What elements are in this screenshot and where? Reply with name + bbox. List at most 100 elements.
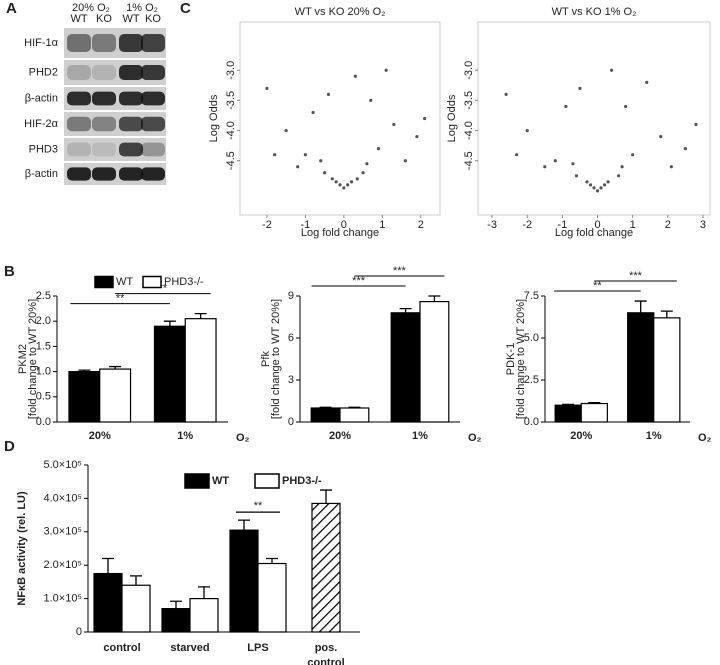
point: [574, 174, 579, 178]
x-unit: O₂: [468, 432, 482, 444]
y-tick-label: -4.0: [463, 121, 475, 140]
point: [571, 162, 575, 166]
plot-frame: [477, 21, 711, 216]
blot-band: [67, 167, 91, 181]
lane-label: WT: [122, 13, 139, 25]
x-tick-label: -3: [487, 219, 497, 231]
bar: [184, 318, 217, 423]
blot-band: [67, 34, 91, 52]
blot-row-label: β-actin: [25, 92, 58, 104]
lane-label: WT: [70, 13, 87, 25]
blot-row-label: β-actin: [25, 168, 58, 180]
point: [578, 86, 582, 90]
error-bar: [588, 402, 601, 404]
blot-band: [119, 142, 143, 157]
chart-title: WT vs KO 20% O₂: [295, 6, 386, 18]
blot-band: [119, 116, 143, 132]
y-axis-label: NFκB activity (rel. LU): [16, 491, 28, 606]
x-tick-label: -2: [522, 219, 532, 231]
x-tick-label: starved: [170, 642, 209, 654]
bar: [390, 312, 421, 423]
point: [620, 165, 624, 169]
blot-band: [92, 65, 116, 80]
point: [342, 186, 346, 190]
point: [330, 177, 334, 181]
error-bar: [170, 600, 182, 609]
y-axis-label: Log Odds: [208, 94, 220, 142]
panel-label: A: [6, 0, 17, 17]
bar: [93, 572, 123, 633]
error-bar: [238, 519, 250, 531]
blot-band: [141, 91, 165, 106]
legend-swatch: [184, 473, 210, 489]
blot-row-label: HIF-1α: [24, 37, 59, 49]
error-bar: [130, 575, 142, 586]
blot-band: [92, 34, 116, 52]
point: [353, 74, 357, 78]
x-unit: O₂: [698, 432, 712, 444]
point: [369, 98, 373, 103]
y-axis-label: [fold change to WT 20%]: [515, 299, 527, 419]
x-axis-label: Log fold change: [301, 227, 379, 239]
point: [515, 153, 519, 157]
x-axis-label: Log fold change: [555, 227, 633, 239]
point: [326, 92, 331, 96]
point: [311, 110, 315, 115]
x-tick-label: control: [103, 642, 140, 654]
point: [346, 183, 350, 187]
y-tick-label: 4.0×10⁵: [43, 492, 82, 504]
x-tick-label: -1: [557, 219, 567, 231]
y-tick-label: 9: [288, 290, 294, 302]
significance-label: ***: [393, 265, 407, 277]
error-bar: [198, 586, 210, 599]
x-tick-label: -1: [300, 219, 310, 231]
x-tick-label: 1%: [646, 430, 662, 442]
point: [631, 153, 635, 157]
point: [334, 180, 338, 184]
bar: [339, 407, 370, 423]
y-tick-label: 2.5: [36, 290, 51, 302]
point: [303, 153, 307, 157]
point: [564, 104, 568, 109]
y-tick-label: -4.5: [225, 151, 237, 170]
y-tick-label: -4.5: [463, 151, 475, 170]
lane-label: KO: [145, 13, 161, 25]
point: [355, 177, 359, 181]
point: [504, 92, 508, 96]
y-tick-label: 2.5: [524, 374, 539, 386]
error-bar: [399, 307, 412, 313]
error-bar: [194, 312, 207, 319]
point: [592, 186, 596, 190]
y-tick-label: 1.0×10⁵: [43, 593, 82, 605]
bar: [153, 325, 186, 423]
point: [599, 186, 603, 190]
panel-label: D: [4, 438, 15, 455]
point: [595, 189, 600, 193]
blot-band: [67, 91, 91, 106]
blot-band: [141, 34, 165, 52]
chart-title: WT vs KO 1% O₂: [552, 6, 637, 18]
error-bar: [660, 310, 673, 318]
y-tick-label: -3.0: [463, 61, 475, 80]
x-tick-label: 1: [379, 219, 385, 231]
error-bar: [634, 300, 647, 313]
y-tick-label: 5.0×10⁵: [43, 459, 82, 471]
y-axis-label: PKM2: [17, 344, 29, 374]
point: [617, 174, 621, 178]
y-tick-label: 0.0: [36, 416, 51, 428]
point: [645, 80, 649, 84]
y-axis-label: Log Odds: [446, 94, 458, 142]
x-tick-label: LPS: [247, 642, 268, 654]
point: [669, 165, 673, 169]
point: [694, 122, 698, 127]
legend-swatch: [142, 275, 162, 289]
error-bar: [163, 320, 176, 327]
point: [384, 68, 388, 72]
y-tick-label: 2.0: [36, 315, 51, 327]
significance-label: **: [593, 280, 602, 292]
point: [349, 180, 354, 184]
y-tick-label: 0.5: [36, 391, 51, 403]
bar: [189, 597, 219, 633]
point: [392, 122, 396, 127]
